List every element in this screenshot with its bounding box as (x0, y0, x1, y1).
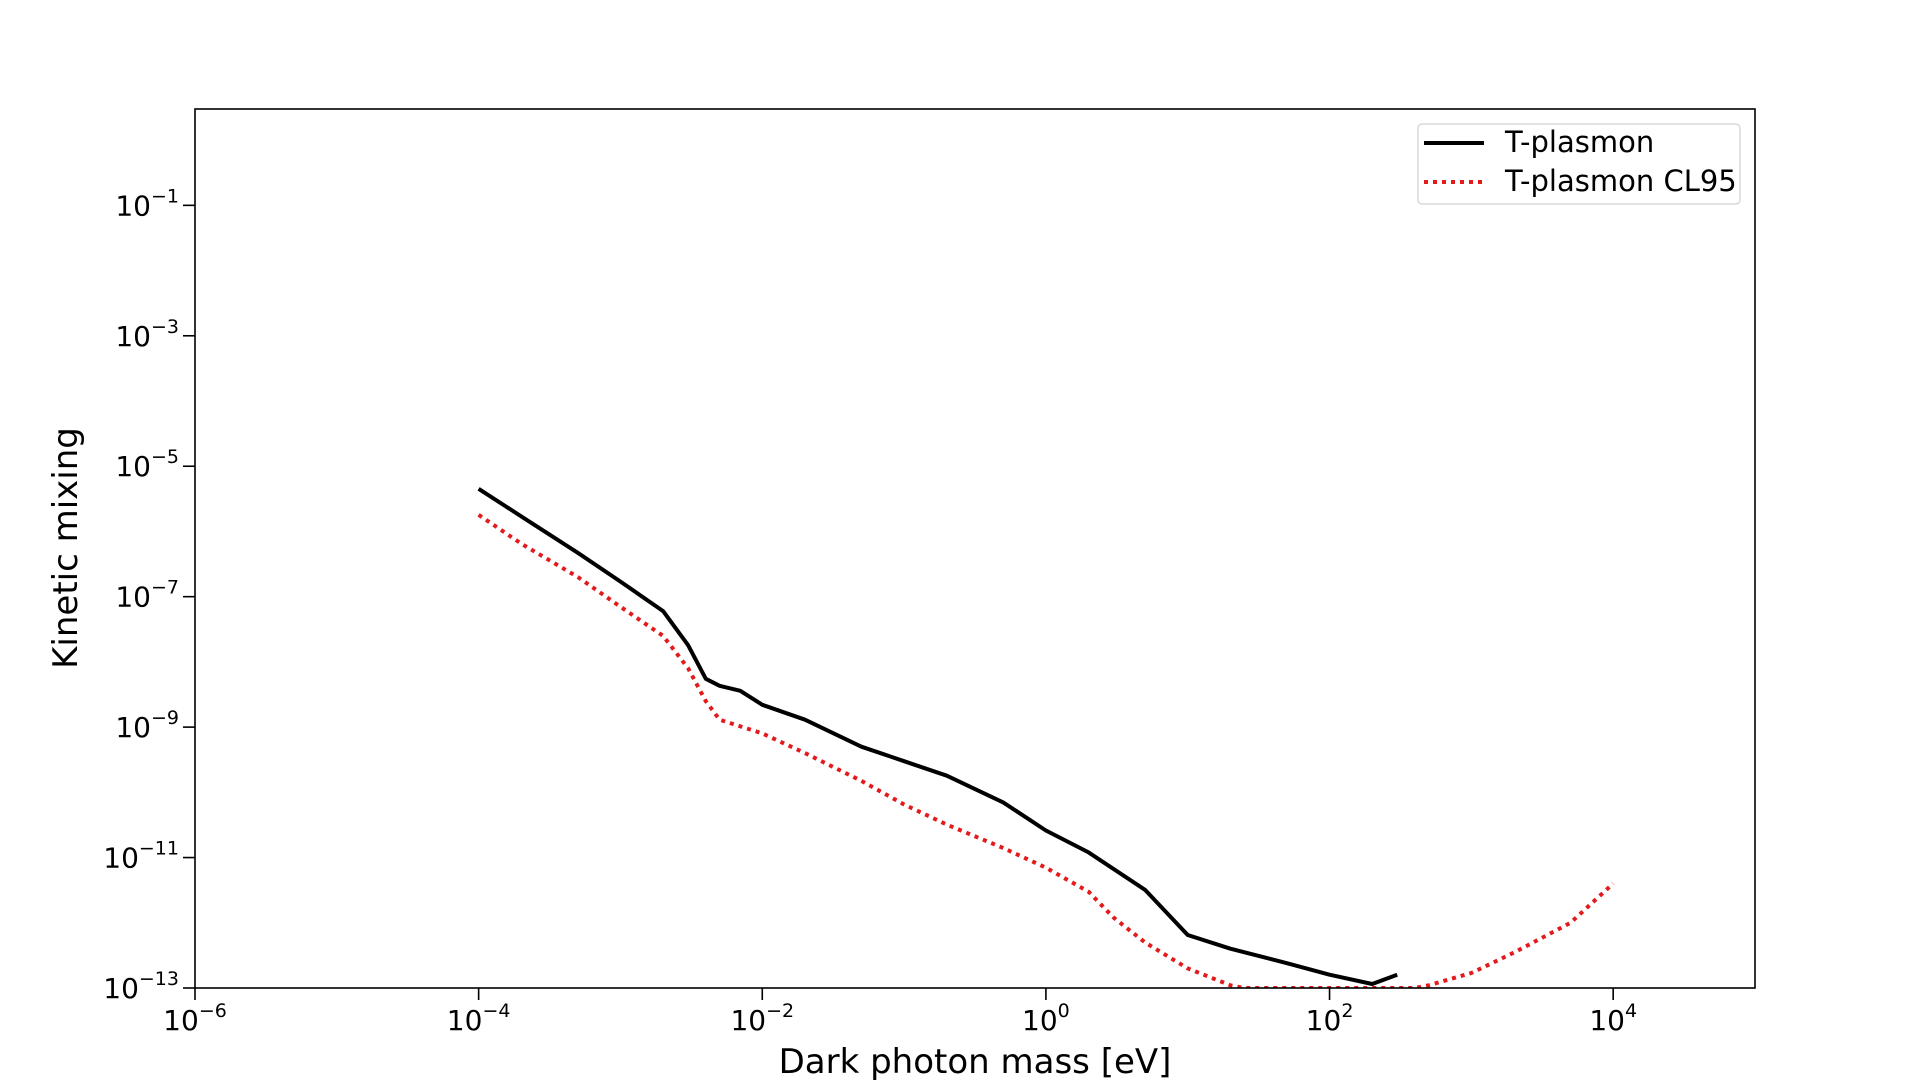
x-tick-label: 102 (1306, 1000, 1354, 1037)
legend: T-plasmon T-plasmon CL95 (1417, 123, 1741, 205)
series-layer (477, 487, 1615, 988)
y-tick-label: 10−1 (115, 185, 179, 222)
plot-frame (194, 108, 1756, 989)
y-tick-label: 10−11 (103, 838, 179, 875)
y-tick-label: 10−7 (115, 577, 179, 614)
legend-box (1417, 123, 1741, 205)
y-tick-label: 10−13 (103, 968, 179, 1005)
x-axis-label: Dark photon mass [eV] (779, 1042, 1172, 1080)
y-tick-label: 10−5 (115, 446, 179, 483)
y-tick-label: 10−3 (115, 316, 179, 353)
x-axis: 10−6 10−4 10−2 100 102 104 (163, 988, 1637, 1037)
x-tick-label: 10−4 (447, 1000, 511, 1037)
series-line-t-plasmon (477, 487, 1398, 986)
y-axis-label: Kinetic mixing (46, 427, 86, 669)
y-tick-label: 10−9 (115, 707, 179, 744)
legend-label-t-plasmon: T-plasmon (1504, 125, 1654, 159)
series-line-t-plasmon-cl95 (477, 513, 1615, 988)
y-axis: 10−1 10−3 10−5 10−7 10−9 10−11 10−13 (103, 185, 195, 1005)
legend-label-t-plasmon-cl95: T-plasmon CL95 (1504, 164, 1737, 198)
x-tick-label: 100 (1022, 1000, 1070, 1037)
plot-background (195, 109, 1755, 988)
x-tick-label: 10−6 (163, 1000, 227, 1037)
x-tick-label: 104 (1589, 1000, 1637, 1037)
x-tick-label: 10−2 (730, 1000, 794, 1037)
